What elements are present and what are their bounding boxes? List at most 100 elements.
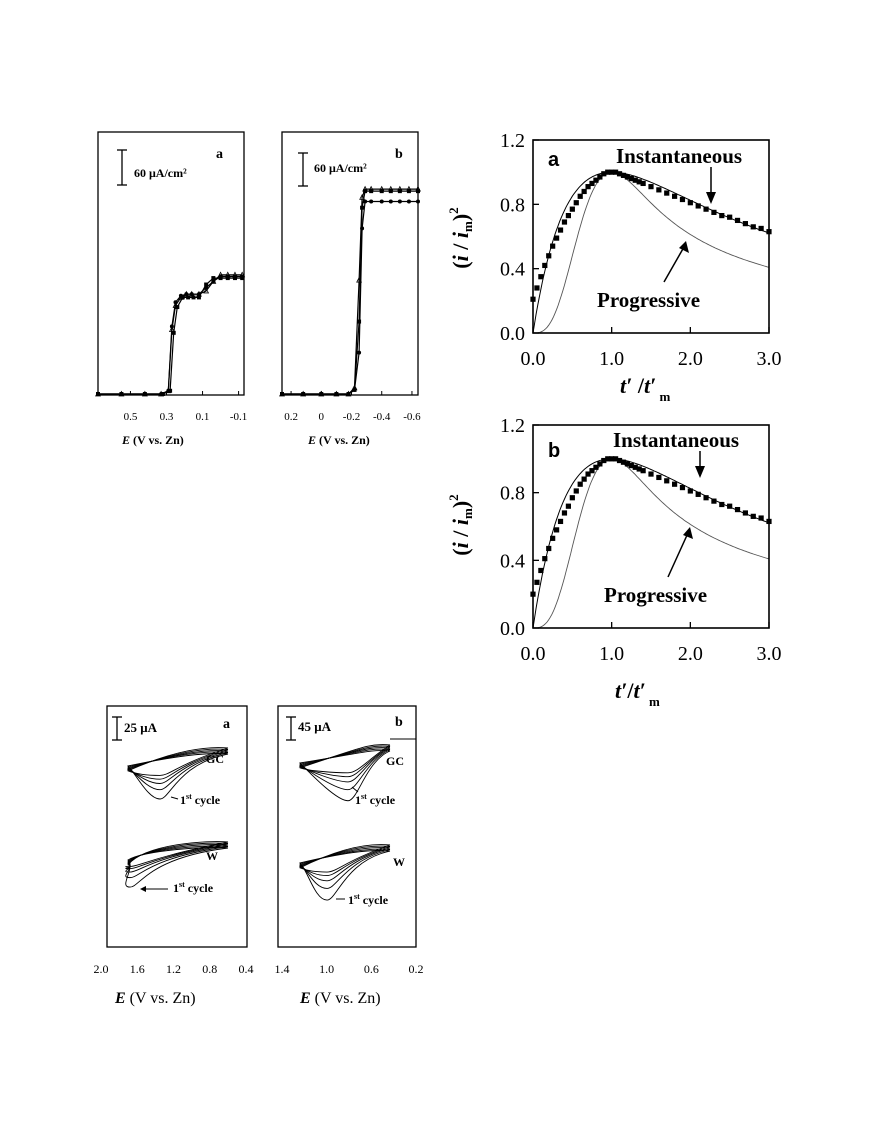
data-point: [577, 193, 583, 199]
x-tick-label: -0.6: [403, 411, 421, 423]
x-tick-label: 0.6: [364, 962, 379, 976]
data-point: [232, 276, 237, 281]
nuc-a-frame: [532, 139, 770, 334]
data-point: [406, 199, 411, 204]
data-point: [581, 188, 587, 195]
data-point: [565, 503, 571, 509]
x-axis-label: E (V vs. Zn): [114, 990, 196, 1007]
data-point: [632, 177, 638, 183]
data-point: [169, 324, 174, 329]
series-line: [98, 277, 243, 395]
data-point: [609, 169, 615, 175]
data-point: [719, 501, 725, 508]
data-point: [581, 476, 587, 482]
data-point: [160, 392, 165, 396]
data-point: [664, 190, 670, 196]
data-point: [636, 466, 642, 472]
data-point: [280, 392, 284, 396]
cv-cycle-loop: [127, 753, 229, 800]
data-point: [388, 199, 393, 204]
x-axis-label: E (V vs. Zn): [307, 433, 370, 447]
cv-cycle-loop: [299, 850, 391, 901]
data-point: [550, 535, 556, 541]
data-point: [679, 484, 686, 491]
data-point: [379, 189, 384, 194]
first-cycle-label: 1st cycle: [173, 880, 214, 895]
data-point: [363, 189, 368, 194]
progressive-arrow: [667, 532, 689, 578]
data-point: [546, 545, 552, 552]
data-point: [742, 510, 748, 516]
y-axis-label: (i / im)2: [446, 207, 475, 268]
data-point: [589, 468, 595, 474]
data-point: [171, 330, 176, 335]
data-point: [687, 200, 693, 206]
data-point: [695, 203, 701, 209]
data-point: [679, 196, 686, 203]
data-point: [597, 174, 603, 180]
data-point: [557, 518, 564, 525]
progressive-label: Progressive: [597, 288, 700, 312]
data-point: [573, 488, 579, 494]
data-point: [369, 189, 374, 194]
data-point: [534, 285, 540, 291]
scale-bar-label: 60 μA/cm²: [134, 166, 187, 180]
data-point: [613, 169, 619, 175]
data-point: [695, 491, 701, 497]
data-point: [758, 515, 764, 521]
scale-bar-label: 25 μA: [124, 720, 158, 735]
x-tick-label: 3.0: [757, 643, 782, 665]
cv-cycle-loop: [299, 847, 391, 882]
progressive-arrow-head: [683, 527, 693, 539]
first-cycle-label: 1st cycle: [355, 792, 396, 807]
data-point: [416, 189, 420, 194]
x-axis-label: t′/t′ m: [615, 678, 660, 709]
data-point: [301, 392, 306, 396]
data-point: [168, 388, 173, 393]
data-point: [173, 300, 178, 305]
data-point: [175, 305, 180, 310]
cv-panel-b: 45 μA b GC W 1st cycle 1st cycle 1.4 1.0 0…: [275, 705, 424, 1007]
x-tick-label: 1.6: [130, 962, 145, 976]
first-cycle-arrow-head: [140, 886, 146, 892]
data-point: [750, 224, 756, 230]
data-point: [613, 456, 619, 462]
data-point: [96, 392, 100, 396]
data-point: [346, 392, 351, 396]
x-tick-label: 1.0: [599, 348, 624, 370]
cv-panel-a: 25 μA a GC W 1st cycle 1st cycle 2.0 1.6 1…: [94, 705, 254, 1007]
lsv-a-plot: [95, 271, 246, 397]
series-line: [98, 275, 243, 395]
data-point: [191, 295, 196, 300]
x-tick-label: 0.5: [124, 411, 138, 423]
progressive-label: Progressive: [604, 583, 707, 607]
x-tick-label: 3.0: [757, 348, 782, 370]
series-line: [282, 190, 418, 395]
w-label: W: [206, 849, 218, 863]
data-point: [703, 206, 709, 212]
x-tick-label: 0: [319, 411, 325, 423]
x-tick-label: 1.2: [166, 962, 181, 976]
panel-letter: a: [216, 147, 223, 162]
x-tick-labels: 1.4 1.0 0.6 0.2: [275, 962, 424, 976]
x-tick-label: 2.0: [678, 348, 703, 370]
data-point: [557, 227, 564, 233]
data-point: [565, 212, 571, 219]
cv-cycle-loop: [298, 844, 391, 873]
data-point: [620, 459, 627, 465]
cv-cycle-loop: [298, 845, 391, 876]
data-point: [542, 262, 548, 269]
data-point: [204, 282, 209, 287]
x-tick-label: 0.1: [196, 411, 210, 423]
series-line: [98, 274, 243, 395]
data-point: [180, 295, 185, 300]
data-point: [758, 225, 764, 232]
cv-cycle-loop: [299, 748, 391, 791]
cv-cycle-loop: [125, 842, 229, 870]
cv-cycle-loop: [127, 750, 229, 784]
data-point: [624, 174, 630, 180]
scale-bar-label: 60 μA/cm²: [314, 161, 367, 175]
nuc-b-plot: [530, 424, 772, 629]
data-point: [554, 527, 560, 533]
cv-cycle-loop: [125, 841, 229, 868]
